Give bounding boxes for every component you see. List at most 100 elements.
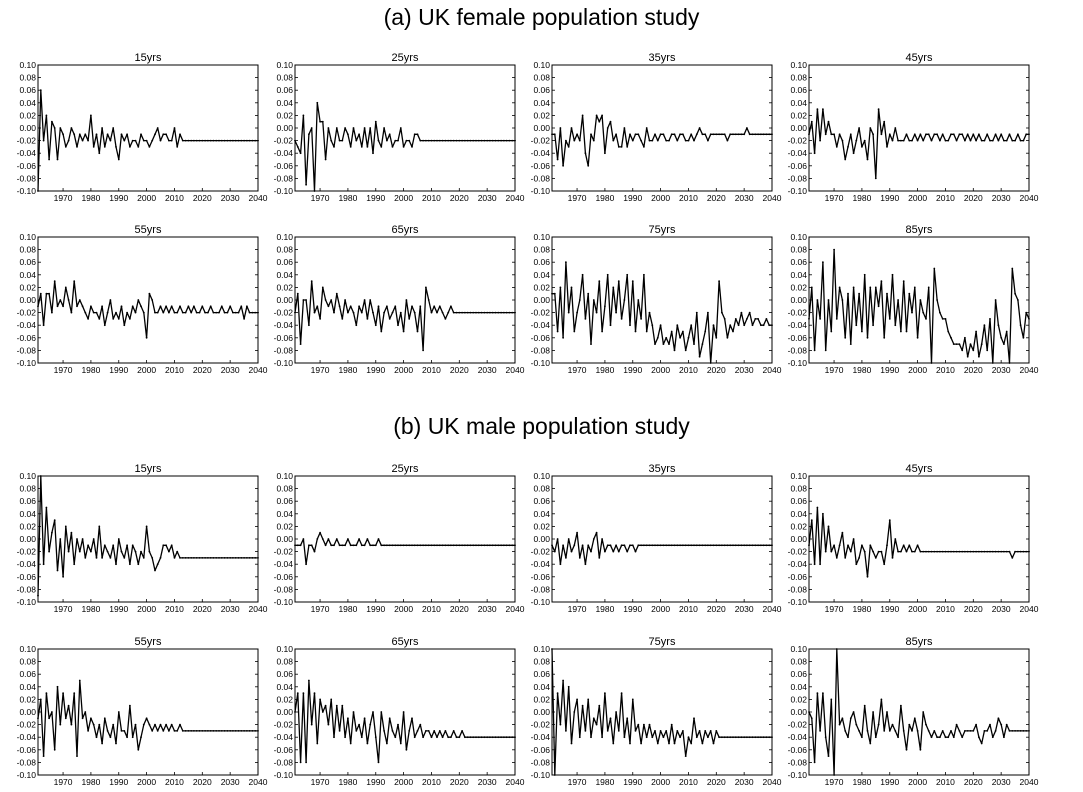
plot-frame [808,648,1030,776]
data-point [299,761,302,764]
data-point [413,311,416,314]
data-point [748,544,751,547]
data-point [402,146,405,148]
data-point [612,550,615,553]
data-point [156,311,159,314]
x-tick-label: 2020 [964,604,983,614]
data-point [841,139,844,142]
data-point [248,311,251,314]
x-tick-label: 2040 [763,604,782,614]
data-point [397,544,399,547]
data-point [629,742,631,745]
data-point [251,730,254,732]
data-point [751,544,754,547]
data-point [218,311,220,314]
data-point [447,139,450,142]
data-point [936,736,938,739]
data-point [944,550,947,553]
chart-panel-female-75yrs: 75yrs0.100.080.060.040.020.00-0.02-0.04-… [531,224,782,375]
data-point [665,544,668,547]
data-point [67,550,70,553]
data-point [363,127,366,129]
data-point [615,711,617,713]
data-point [215,557,218,559]
data-point [475,544,477,547]
data-point [966,730,969,732]
data-point [469,311,472,314]
data-point [190,311,193,314]
data-point [207,557,209,559]
data-point [565,557,567,559]
data-point [156,563,159,566]
y-tick-label: -0.02 [788,308,808,318]
data-point [590,736,592,739]
data-point [902,544,905,547]
x-tick-label: 2000 [651,777,670,787]
data-point [813,761,816,764]
data-point [333,736,335,739]
data-point [397,139,399,142]
data-point [822,692,824,694]
data-point [701,742,704,745]
data-point [472,139,475,142]
data-point [168,550,170,553]
data-point [436,544,438,547]
data-point [927,730,930,732]
data-point [662,343,665,345]
y-tick-label: 0.04 [790,509,807,519]
data-point [195,311,198,314]
data-point [679,336,681,339]
data-point [911,139,913,142]
data-point [416,544,419,547]
x-tick-label: 2000 [908,193,927,203]
data-point [695,311,698,314]
data-point [609,544,612,547]
data-point [693,343,695,345]
data-point [872,324,874,327]
data-point [450,736,452,739]
data-point [347,717,349,720]
data-point [939,736,941,739]
data-point [858,557,860,559]
data-point [486,544,489,547]
data-point [64,286,67,289]
data-point [989,139,991,142]
data-point [397,723,399,726]
data-point [723,736,726,739]
data-point [620,318,623,320]
x-tick-label: 2010 [679,365,698,375]
data-point [743,736,746,739]
data-point [897,299,899,301]
data-point [310,723,313,726]
data-point [90,550,92,553]
data-point [391,730,394,732]
y-tick-label: 0.06 [533,496,550,506]
data-point [849,550,852,553]
data-point [243,557,246,559]
data-point [830,133,833,136]
data-point [212,311,215,314]
data-point [98,152,101,155]
data-point [578,139,581,142]
data-point [232,139,234,142]
data-point [106,730,109,732]
data-point [92,311,95,314]
y-tick-label: -0.10 [788,186,808,196]
data-point [195,730,198,732]
data-point [670,330,673,333]
x-tick-label: 1990 [623,777,642,787]
data-point [662,133,665,136]
data-point [37,305,39,308]
data-point [491,139,494,142]
x-tick-label: 2030 [735,604,754,614]
data-point [551,292,553,295]
y-tick-label: 0.02 [790,282,807,292]
data-point [455,311,458,314]
data-point [698,730,701,732]
y-tick-label: -0.06 [274,745,294,755]
y-tick-label: 0.02 [533,110,550,120]
data-point [59,538,62,540]
data-point [606,544,609,547]
data-point [500,139,502,142]
data-point [933,267,936,270]
